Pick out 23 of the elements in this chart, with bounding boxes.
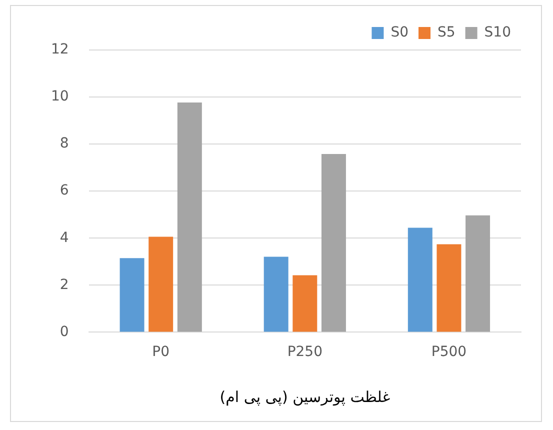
bar [120,258,144,332]
y-tick-label: 2 [60,276,69,293]
bar [148,236,174,332]
legend-label: S0 [390,24,409,41]
x-axis-title: غلظت پوترسین (پی پی ام) [220,388,390,406]
y-tick-label: 6 [60,182,69,199]
legend-label: S10 [484,24,511,41]
bar [292,275,318,332]
y-tick-label: 8 [60,136,69,152]
y-tick-label: 10 [50,88,69,105]
x-tick-label: P500 [431,344,467,360]
x-tick-label: P0 [152,344,170,360]
bar [177,102,202,332]
x-tick-label: P250 [287,344,322,360]
y-tick-label: 12 [50,42,69,58]
bar [408,228,432,332]
bar [466,215,490,332]
y-tick-label: 0 [60,324,69,340]
bar [436,244,462,332]
legend-label: S5 [438,24,456,41]
bar [264,256,288,332]
y-tick-label: 4 [60,230,69,246]
bar [321,154,346,332]
